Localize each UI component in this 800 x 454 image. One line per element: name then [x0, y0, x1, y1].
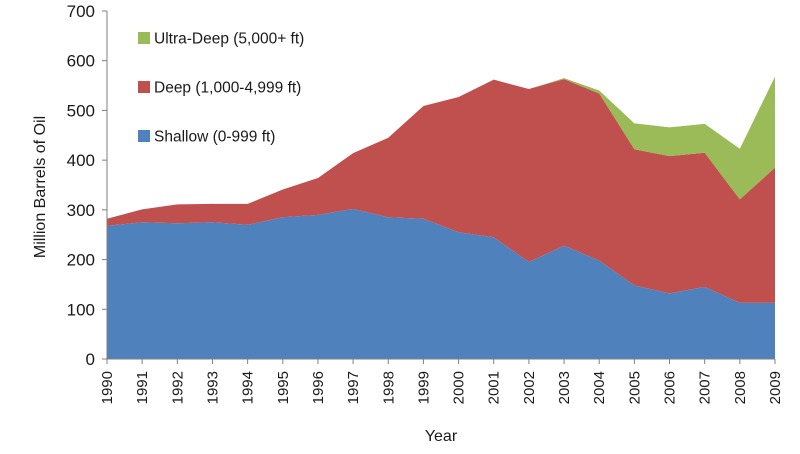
y-axis-label: Million Barrels of Oil [32, 116, 49, 258]
y-tick-label: 100 [67, 300, 95, 319]
legend-swatch-deep [138, 81, 150, 93]
x-tick-label: 1996 [310, 371, 327, 404]
legend-label-deep: Deep (1,000-4,999 ft) [154, 80, 301, 97]
x-axis-label: Year [425, 428, 458, 445]
x-tick-label: 2005 [626, 371, 643, 404]
x-tick-label: 2003 [556, 371, 573, 404]
x-tick-label: 2002 [521, 371, 538, 404]
x-tick-label: 1993 [204, 371, 221, 404]
y-tick-label: 400 [67, 151, 95, 170]
y-tick-label: 600 [67, 52, 95, 71]
x-tick-label: 1998 [380, 371, 397, 404]
area-deep [107, 79, 775, 303]
y-tick-label: 500 [67, 101, 95, 120]
x-tick-label: 2004 [591, 371, 608, 404]
x-tick-label: 1999 [415, 371, 432, 404]
x-tick-label: 1992 [169, 371, 186, 404]
x-tick-label: 2000 [451, 371, 468, 404]
x-tick-labels: 1990 1991 1992 1993 1994 1995 1996 1997 1998 1999… [99, 371, 784, 404]
legend-swatch-shallow [138, 130, 150, 142]
area-ultradeep [107, 76, 775, 219]
x-tick-label: 2001 [486, 371, 503, 404]
legend-label-shallow: Shallow (0-999 ft) [154, 129, 275, 146]
y-tick-label: 0 [86, 350, 95, 369]
legend: Ultra-Deep (5,000+ ft) Deep (1,000-4,999 … [138, 31, 304, 146]
x-tick-label: 2008 [732, 371, 749, 404]
legend-label-ultradeep: Ultra-Deep (5,000+ ft) [154, 31, 304, 48]
x-tick-label: 2009 [767, 371, 784, 404]
legend-swatch-ultradeep [138, 32, 150, 44]
x-tick-label: 1995 [275, 371, 292, 404]
x-tick-label: 1991 [134, 371, 151, 404]
x-tick-label: 1994 [240, 371, 257, 404]
area-shallow [107, 208, 775, 359]
x-tick-label: 1990 [99, 371, 116, 404]
y-tick-label: 200 [67, 251, 95, 270]
area-series-group [107, 76, 775, 359]
x-tick-label: 2006 [662, 371, 679, 404]
y-tick-label: 700 [67, 2, 95, 21]
x-tick-label: 2007 [697, 371, 714, 404]
y-tick-label: 300 [67, 201, 95, 220]
y-tick-labels: 0 100 200 300 400 500 600 700 [67, 2, 95, 369]
x-tick-label: 1997 [345, 371, 362, 404]
axes-group [102, 10, 776, 364]
